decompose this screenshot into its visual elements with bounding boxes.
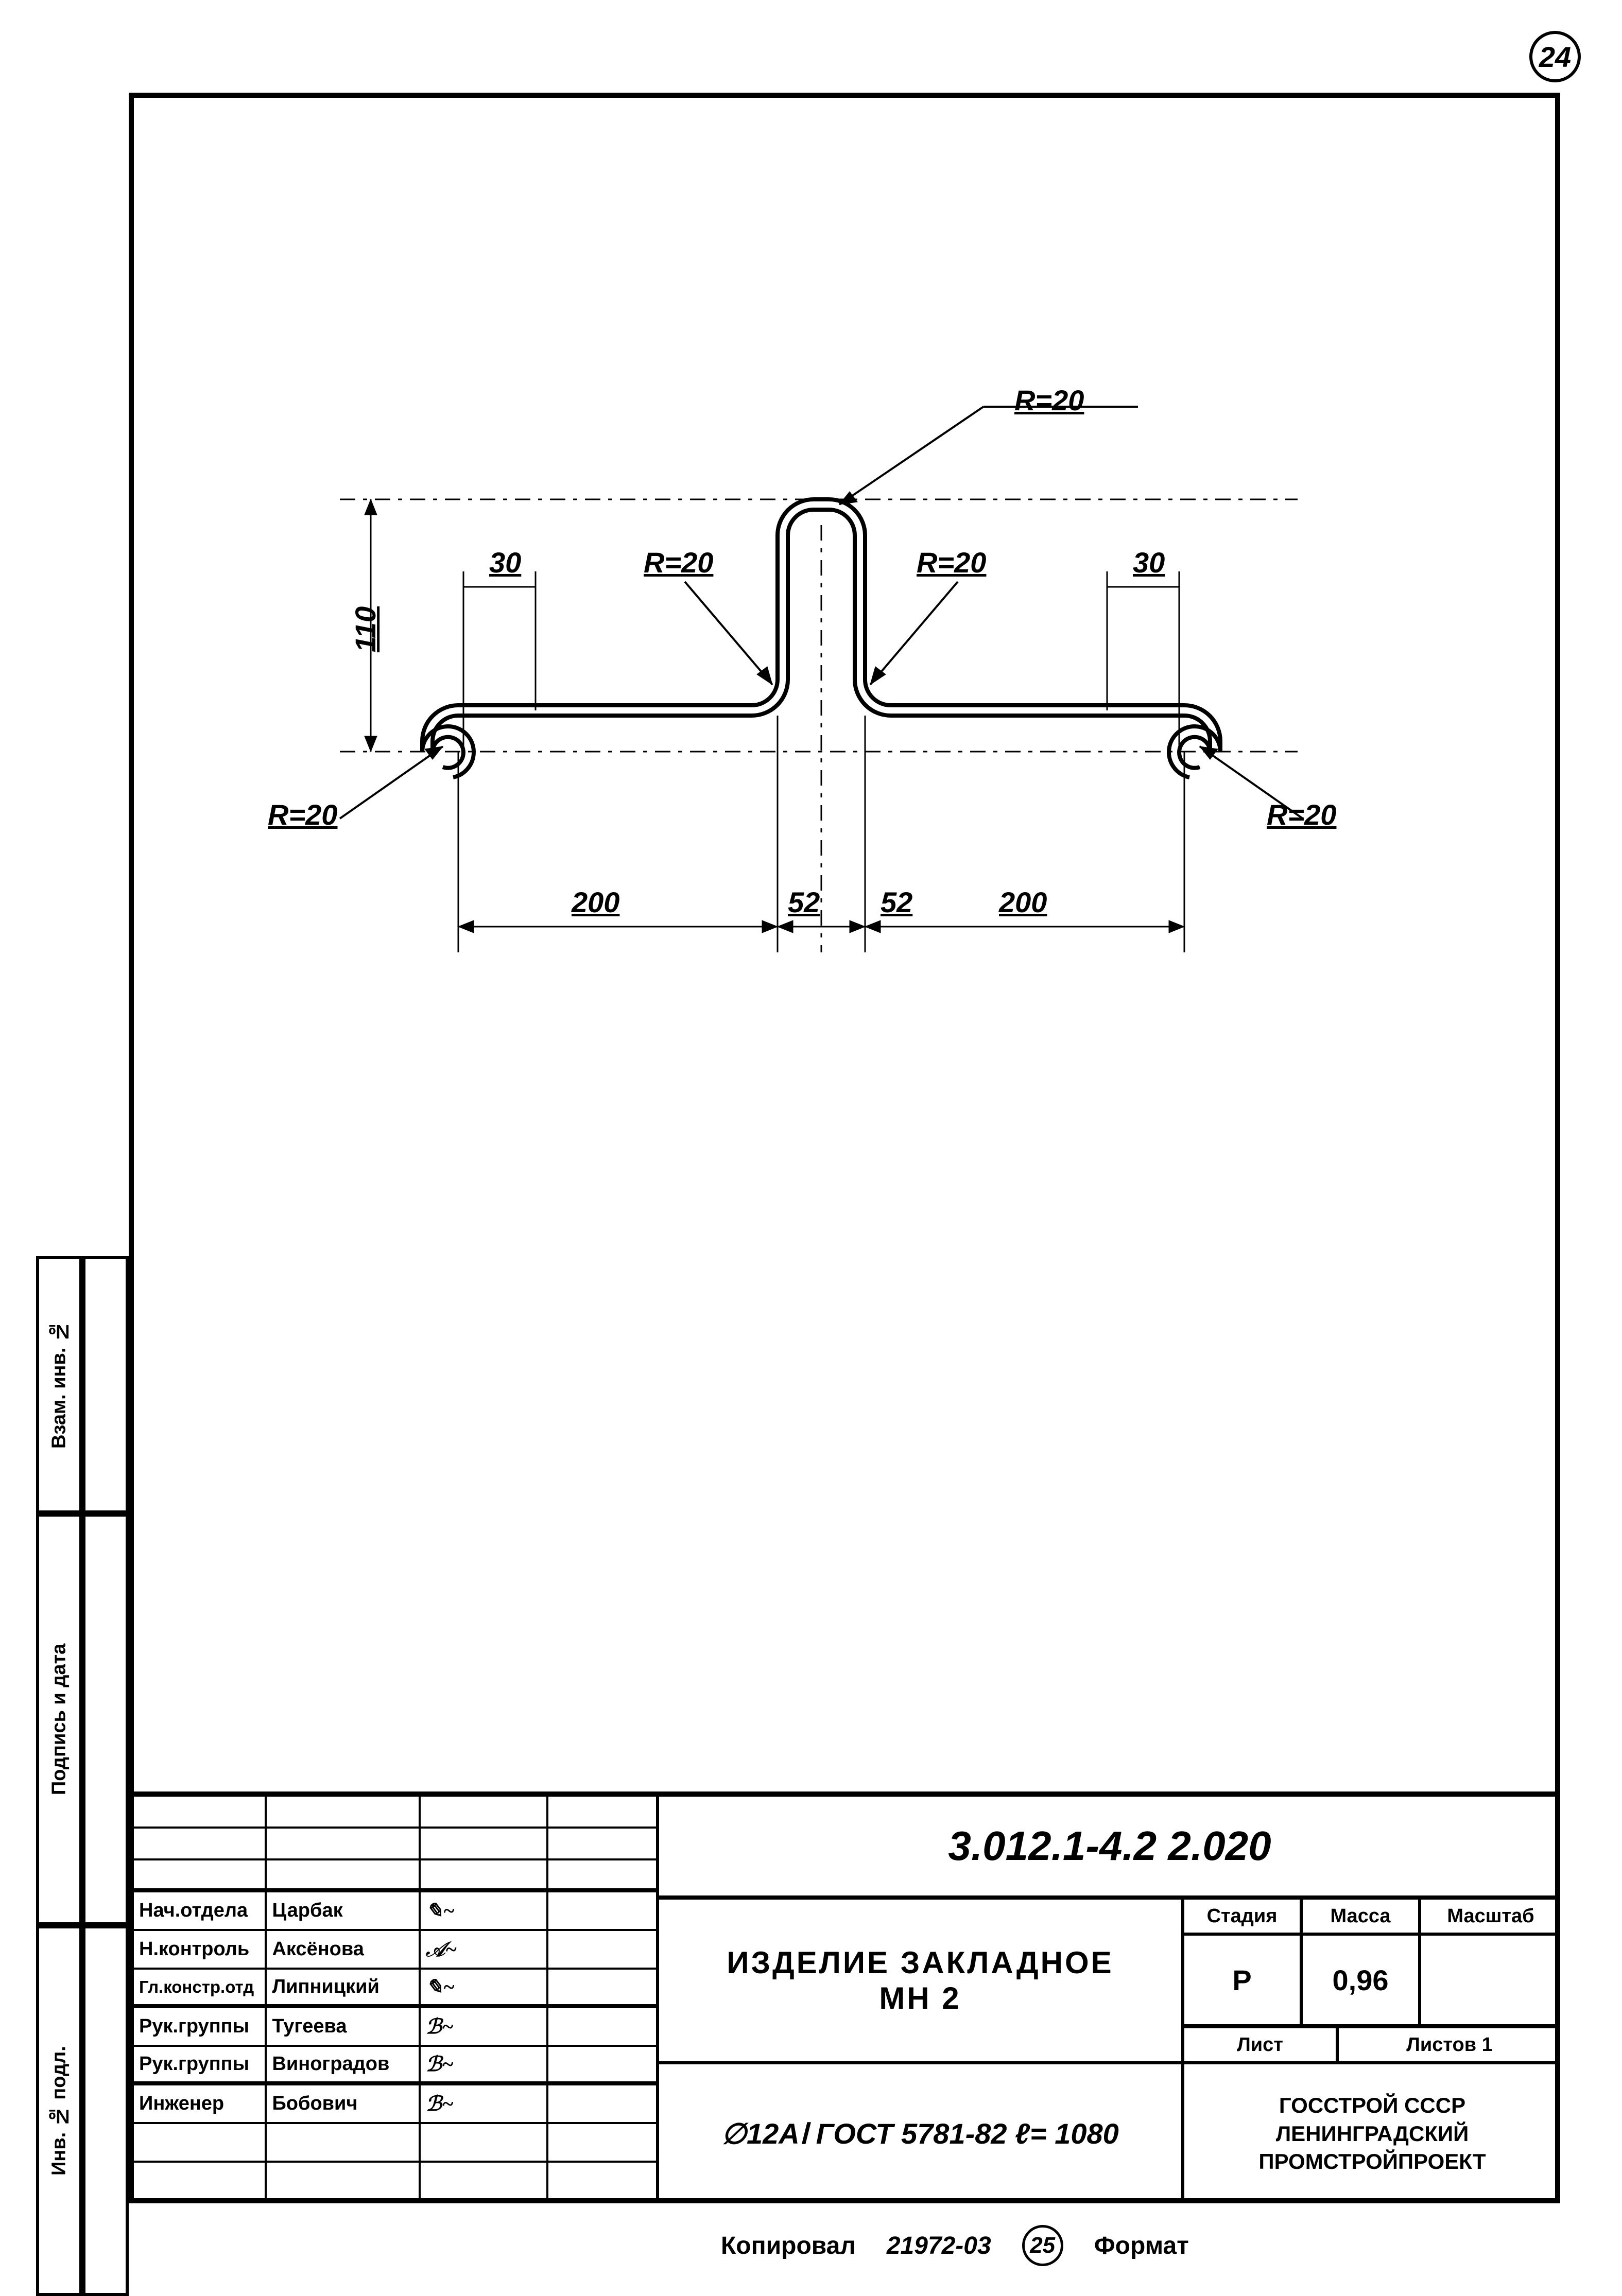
label-r-inner-left: R=20 (644, 546, 713, 579)
stage-block: Стадия Масса Масштаб Р 0,96 Лист Листов … (1184, 1900, 1560, 2064)
label-r-outer-left: R=20 (268, 798, 337, 831)
label-30-right: 30 (1133, 546, 1165, 579)
name-nach-otdela: Царбак (267, 1892, 420, 1929)
sig-1: ✎~ (421, 1892, 549, 1929)
label-r-top: R=20 (1014, 384, 1084, 417)
side-blank-3 (82, 1256, 129, 1514)
footer-kopiroval: Копировал (721, 2232, 856, 2260)
page-number-top: 24 (1529, 31, 1581, 82)
org-line1: ГОССТРОЙ СССР (1279, 2092, 1465, 2120)
title-block-right: 3.012.1-4.2 2.020 ИЗДЕЛИЕ ЗАКЛАДНОЕ МН 2… (659, 1797, 1560, 2198)
organization: ГОССТРОЙ СССР ЛЕНИНГРАДСКИЙ ПРОМСТРОЙПРО… (1184, 2064, 1560, 2203)
name-ruk2: Виноградов (267, 2047, 420, 2081)
hdr-stage: Стадия (1184, 1900, 1303, 1933)
footer-format: Формат (1094, 2232, 1189, 2260)
role-ruk2: Рук.группы (134, 2047, 267, 2081)
label-52-right: 52 (881, 885, 912, 919)
drawing-frame: R=20 R=20 R=20 R=20 R=20 30 30 110 200 5… (129, 93, 1560, 2203)
side-inv-podl: Инв. № подл. (36, 1925, 82, 2296)
sig-3: ✎~ (421, 1970, 549, 2004)
sig-6: ℬ~ (421, 2085, 549, 2122)
side-vzam-inv: Взам. инв. № (36, 1256, 82, 1514)
label-110: 110 (349, 606, 382, 652)
footer: Копировал 21972-03 25 Формат (721, 2225, 1189, 2266)
label-30-left: 30 (489, 546, 521, 579)
org-line2: ЛЕНИНГРАДСКИЙ (1276, 2120, 1469, 2148)
doc-number: 3.012.1-4.2 2.020 (659, 1797, 1560, 1900)
doc-title-line1: ИЗДЕЛИЕ ЗАКЛАДНОЕ (727, 1945, 1113, 1980)
val-scale (1421, 1936, 1560, 2024)
sheet-list: Лист (1184, 2028, 1339, 2061)
hdr-scale: Масштаб (1421, 1900, 1560, 1933)
name-gl-konstr: Липницкий (267, 1970, 420, 2004)
side-label-column: Инв. № подл. Подпись и дата Взам. инв. № (36, 93, 129, 2203)
val-stage: Р (1184, 1936, 1303, 2024)
role-nach-otdela: Нач.отдела (134, 1892, 267, 1929)
role-ruk1: Рук.группы (134, 2008, 267, 2045)
sig-2: 𝒜~ (421, 1931, 549, 1968)
title-block: Нач.отдела Царбак ✎~ Н.контроль Аксёнова… (134, 1791, 1555, 2198)
sig-4: ℬ~ (421, 2008, 549, 2045)
name-inzhener: Бобович (267, 2085, 420, 2122)
footer-page-circle: 25 (1022, 2225, 1063, 2266)
side-blank-2 (82, 1514, 129, 1925)
label-52-left: 52 (788, 885, 820, 919)
role-inzhener: Инженер (134, 2085, 267, 2122)
doc-title: ИЗДЕЛИЕ ЗАКЛАДНОЕ МН 2 (659, 1900, 1184, 2064)
label-r-inner-right: R=20 (917, 546, 986, 579)
technical-drawing-svg (237, 304, 1473, 1127)
name-n-kontrol: Аксёнова (267, 1931, 420, 1968)
hdr-mass: Масса (1303, 1900, 1421, 1933)
val-mass: 0,96 (1303, 1936, 1421, 2024)
role-gl-konstr: Гл.констр.отд (134, 1970, 267, 2004)
label-200-left: 200 (572, 885, 619, 919)
role-n-kontrol: Н.контроль (134, 1931, 267, 1968)
side-blank-1 (82, 1925, 129, 2296)
doc-title-line2: МН 2 (879, 1980, 961, 2016)
org-line3: ПРОМСТРОЙПРОЕКТ (1258, 2148, 1486, 2176)
side-podpis-data: Подпись и дата (36, 1514, 82, 1925)
material-spec: ∅12АⅠ ГОСТ 5781-82 ℓ= 1080 (659, 2064, 1184, 2203)
sheet-listov: Листов 1 (1339, 2028, 1560, 2061)
sig-5: ℬ~ (421, 2047, 549, 2081)
name-ruk1: Тугеева (267, 2008, 420, 2045)
footer-kopiroval-num: 21972-03 (887, 2232, 991, 2260)
drawing-area: R=20 R=20 R=20 R=20 R=20 30 30 110 200 5… (134, 98, 1555, 1694)
label-r-outer-right: R=20 (1267, 798, 1336, 831)
label-200-right: 200 (999, 885, 1047, 919)
title-block-left: Нач.отдела Царбак ✎~ Н.контроль Аксёнова… (134, 1797, 659, 2198)
